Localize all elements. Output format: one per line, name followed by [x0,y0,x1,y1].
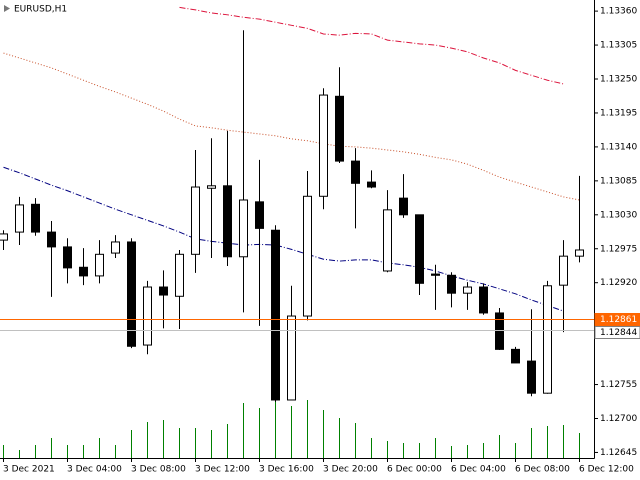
y-tick-label: 1.12755 [600,380,637,390]
y-tick-label: 1.13250 [600,75,637,85]
candle-body [223,185,232,258]
candle-body [463,286,472,294]
x-tick-label: 3 Dec 04:00 [67,465,122,475]
plot [0,6,594,458]
moving-average [3,166,564,312]
x-tick-label: 6 Dec 08:00 [515,465,570,475]
candle-body [447,274,456,294]
candle-body [415,214,424,284]
candle-body [303,195,312,317]
candle-body [335,95,344,162]
candle-body [95,253,104,277]
candle-body [559,255,568,286]
candle-body [383,209,392,272]
candle-body [479,286,488,314]
candle-body [207,185,216,189]
candle-body [111,241,120,254]
candle-body [175,253,184,297]
candle-body [575,249,584,257]
y-tick-label: 1.13195 [600,108,637,118]
x-tick-label: 3 Dec 08:00 [131,465,186,475]
price-label: 1.12861 [600,315,637,325]
candle-body [271,229,280,401]
chart-title: EURUSD,H1 [14,5,67,15]
candle-body [543,285,552,394]
candle-body [47,231,56,248]
y-tick-label: 1.13085 [600,176,637,186]
candle-body [287,315,296,401]
candle-body [255,201,264,229]
candle-body [511,348,520,364]
candle-body [431,273,440,276]
candle-body [159,286,168,296]
y-tick-label: 1.13360 [600,7,637,17]
price-label-box [594,313,640,326]
x-tick-label: 3 Dec 12:00 [195,465,250,475]
candle-body [351,160,360,184]
price-label-box [594,326,640,339]
symbol-icon [4,5,10,12]
y-tick-label: 1.13140 [600,142,637,152]
y-tick-label: 1.12700 [600,414,637,424]
candle-body [399,197,408,216]
x-tick-label: 6 Dec 00:00 [387,465,442,475]
candle-body [63,246,72,269]
x-tick-label: 6 Dec 04:00 [451,465,506,475]
y-tick-label: 1.13305 [600,41,637,51]
candle-body [527,360,536,394]
candle-body [239,199,248,258]
candle-body [15,204,24,233]
candle-body [31,203,40,233]
x-tick-label: 3 Dec 16:00 [259,465,314,475]
x-tick-label: 6 Dec 12:00 [579,465,634,475]
candle-body [143,286,152,346]
candle-body [191,186,200,255]
y-tick-label: 1.12975 [600,244,637,254]
x-tick-label: 3 Dec 2021 [3,465,55,475]
y-tick-label: 1.12645 [600,448,637,458]
candle-body [79,266,88,277]
candle-body [319,94,328,197]
x-tick-label: 3 Dec 20:00 [323,465,378,475]
candle-body [127,241,136,347]
candle-body [367,181,376,188]
candle-body [495,312,504,350]
candle-body [0,233,8,241]
y-tick-label: 1.13030 [600,210,637,220]
y-tick-label: 1.12920 [600,278,637,288]
price-label: 1.12844 [600,328,637,338]
